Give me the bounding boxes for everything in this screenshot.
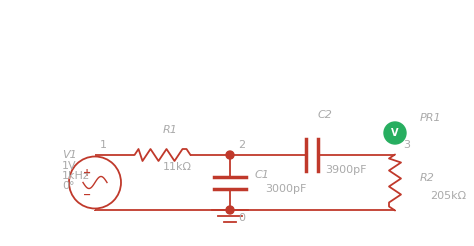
Text: 205kΩ: 205kΩ [430,191,466,201]
Text: 2: 2 [238,140,245,150]
Text: V: V [391,128,399,138]
Text: 3: 3 [403,140,410,150]
Text: 1kHz: 1kHz [62,171,90,181]
Text: 3900pF: 3900pF [325,165,366,175]
Text: PR1: PR1 [420,113,442,123]
Text: 0: 0 [238,213,245,223]
Text: 1V: 1V [62,161,77,171]
Text: 0°: 0° [62,181,74,191]
Text: V1: V1 [62,150,77,160]
Text: C1: C1 [255,170,270,180]
Text: +: + [83,168,91,178]
Circle shape [384,122,406,144]
Text: R2: R2 [420,173,435,183]
Text: C2: C2 [318,110,333,120]
Text: 1: 1 [100,140,107,150]
Text: R1: R1 [163,125,178,135]
Circle shape [226,151,234,159]
Text: −: − [83,189,91,200]
Circle shape [226,206,234,214]
Text: 11kΩ: 11kΩ [163,162,192,172]
Text: 3000pF: 3000pF [265,184,306,194]
